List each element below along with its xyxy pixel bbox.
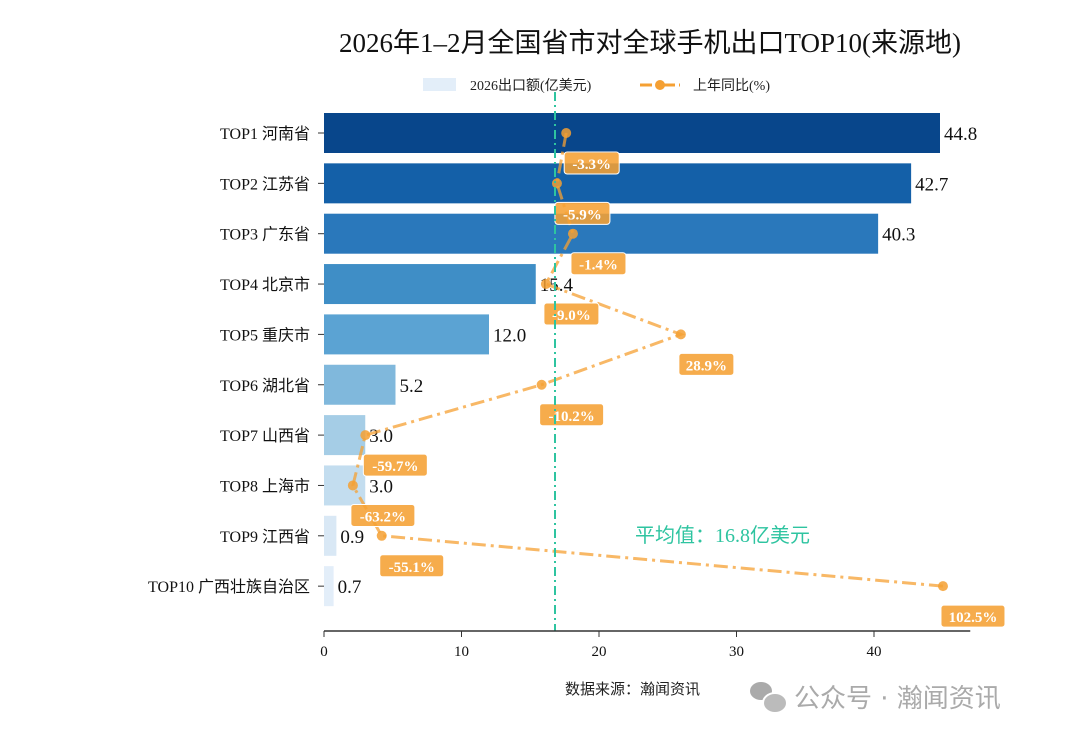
x-tick-label: 10 [454,644,469,660]
yoy-label: -10.2% [548,409,594,425]
bar-value-label: 3.0 [369,426,393,447]
yoy-label: -59.7% [372,459,418,475]
y-tick-label: TOP4 北京市 [220,276,310,294]
yoy-label: -63.2% [360,509,406,525]
bar [324,515,337,556]
yoy-label: -9.0% [552,308,591,324]
bar [324,566,334,607]
bar [324,314,489,355]
bar-value-label: 3.0 [369,476,393,497]
yoy-marker [376,530,387,541]
yoy-label-box [563,151,620,175]
yoy-label-box [570,252,627,276]
y-tick-label: TOP8 上海市 [220,477,310,495]
y-tick-label: TOP7 山西省 [220,427,310,445]
yoy-label: 102.5% [949,610,998,626]
yoy-label: -55.1% [389,560,435,576]
x-tick-label: 20 [592,644,607,660]
legend-bar-label: 2026出口额(亿美元) [470,78,592,94]
bar-value-label: 44.8 [944,124,977,145]
legend-line-marker [655,80,665,90]
yoy-marker [675,329,686,340]
yoy-marker [567,228,578,239]
average-label: 平均值：16.8亿美元 [635,524,810,547]
bar [324,364,396,405]
y-tick-label: TOP3 广东省 [220,226,310,244]
bar [324,465,366,506]
yoy-label: -5.9% [563,207,602,223]
source-note: 数据来源：瀚闻资讯 [565,681,700,698]
watermark: 公众号 · 瀚闻资讯 [750,678,1001,715]
yoy-marker [347,480,358,491]
x-tick-label: 40 [867,644,882,660]
yoy-marker [937,581,948,592]
y-tick-label: TOP5 重庆市 [220,326,310,344]
yoy-label-box [362,453,428,477]
yoy-marker [360,430,371,441]
legend: 2026出口额(亿美元) 上年同比(%) [423,78,770,94]
y-tick-label: TOP1 河南省 [220,125,310,143]
bar-value-label: 12.0 [493,325,526,346]
bar-value-label: 40.3 [882,225,915,246]
yoy-marker [561,128,572,138]
x-tick-label: 30 [729,644,744,660]
yoy-label-box [379,554,445,578]
bar-value-label: 0.9 [340,527,364,548]
wechat-icon [750,681,788,714]
yoy-label: -3.3% [572,157,611,173]
yoy-label-box [350,503,416,527]
bar [324,264,536,305]
y-tick-label: TOP2 江苏省 [220,175,310,193]
yoy-label-box [940,604,1006,628]
yoy-line [351,132,944,588]
legend-line-label: 上年同比(%) [693,78,770,94]
yoy-label: 28.9% [686,358,727,374]
bar-value-label: 0.7 [338,577,362,598]
yoy-marker [551,178,562,189]
chart-title: 2026年1–2月全国省市对全球手机出口TOP10(来源地) [339,28,961,58]
y-tick-label: TOP9 江西省 [220,528,310,546]
bar [324,415,366,456]
yoy-marker [536,379,547,390]
yoy-label: -1.4% [579,258,618,274]
yoy-label-box [678,352,735,376]
bar-value-label: 42.7 [915,174,948,195]
bar-value-label: 5.2 [400,376,424,397]
watermark-text: 公众号 · 瀚闻资讯 [794,684,1001,714]
y-tick-label: TOP10 广西壮族自治区 [148,578,310,596]
yoy-label-box [543,302,600,326]
y-tick-label: TOP6 湖北省 [220,377,310,395]
x-tick-label: 0 [320,644,328,660]
bar [324,113,940,153]
yoy-marker [540,279,551,290]
legend-bar-swatch [423,78,456,91]
